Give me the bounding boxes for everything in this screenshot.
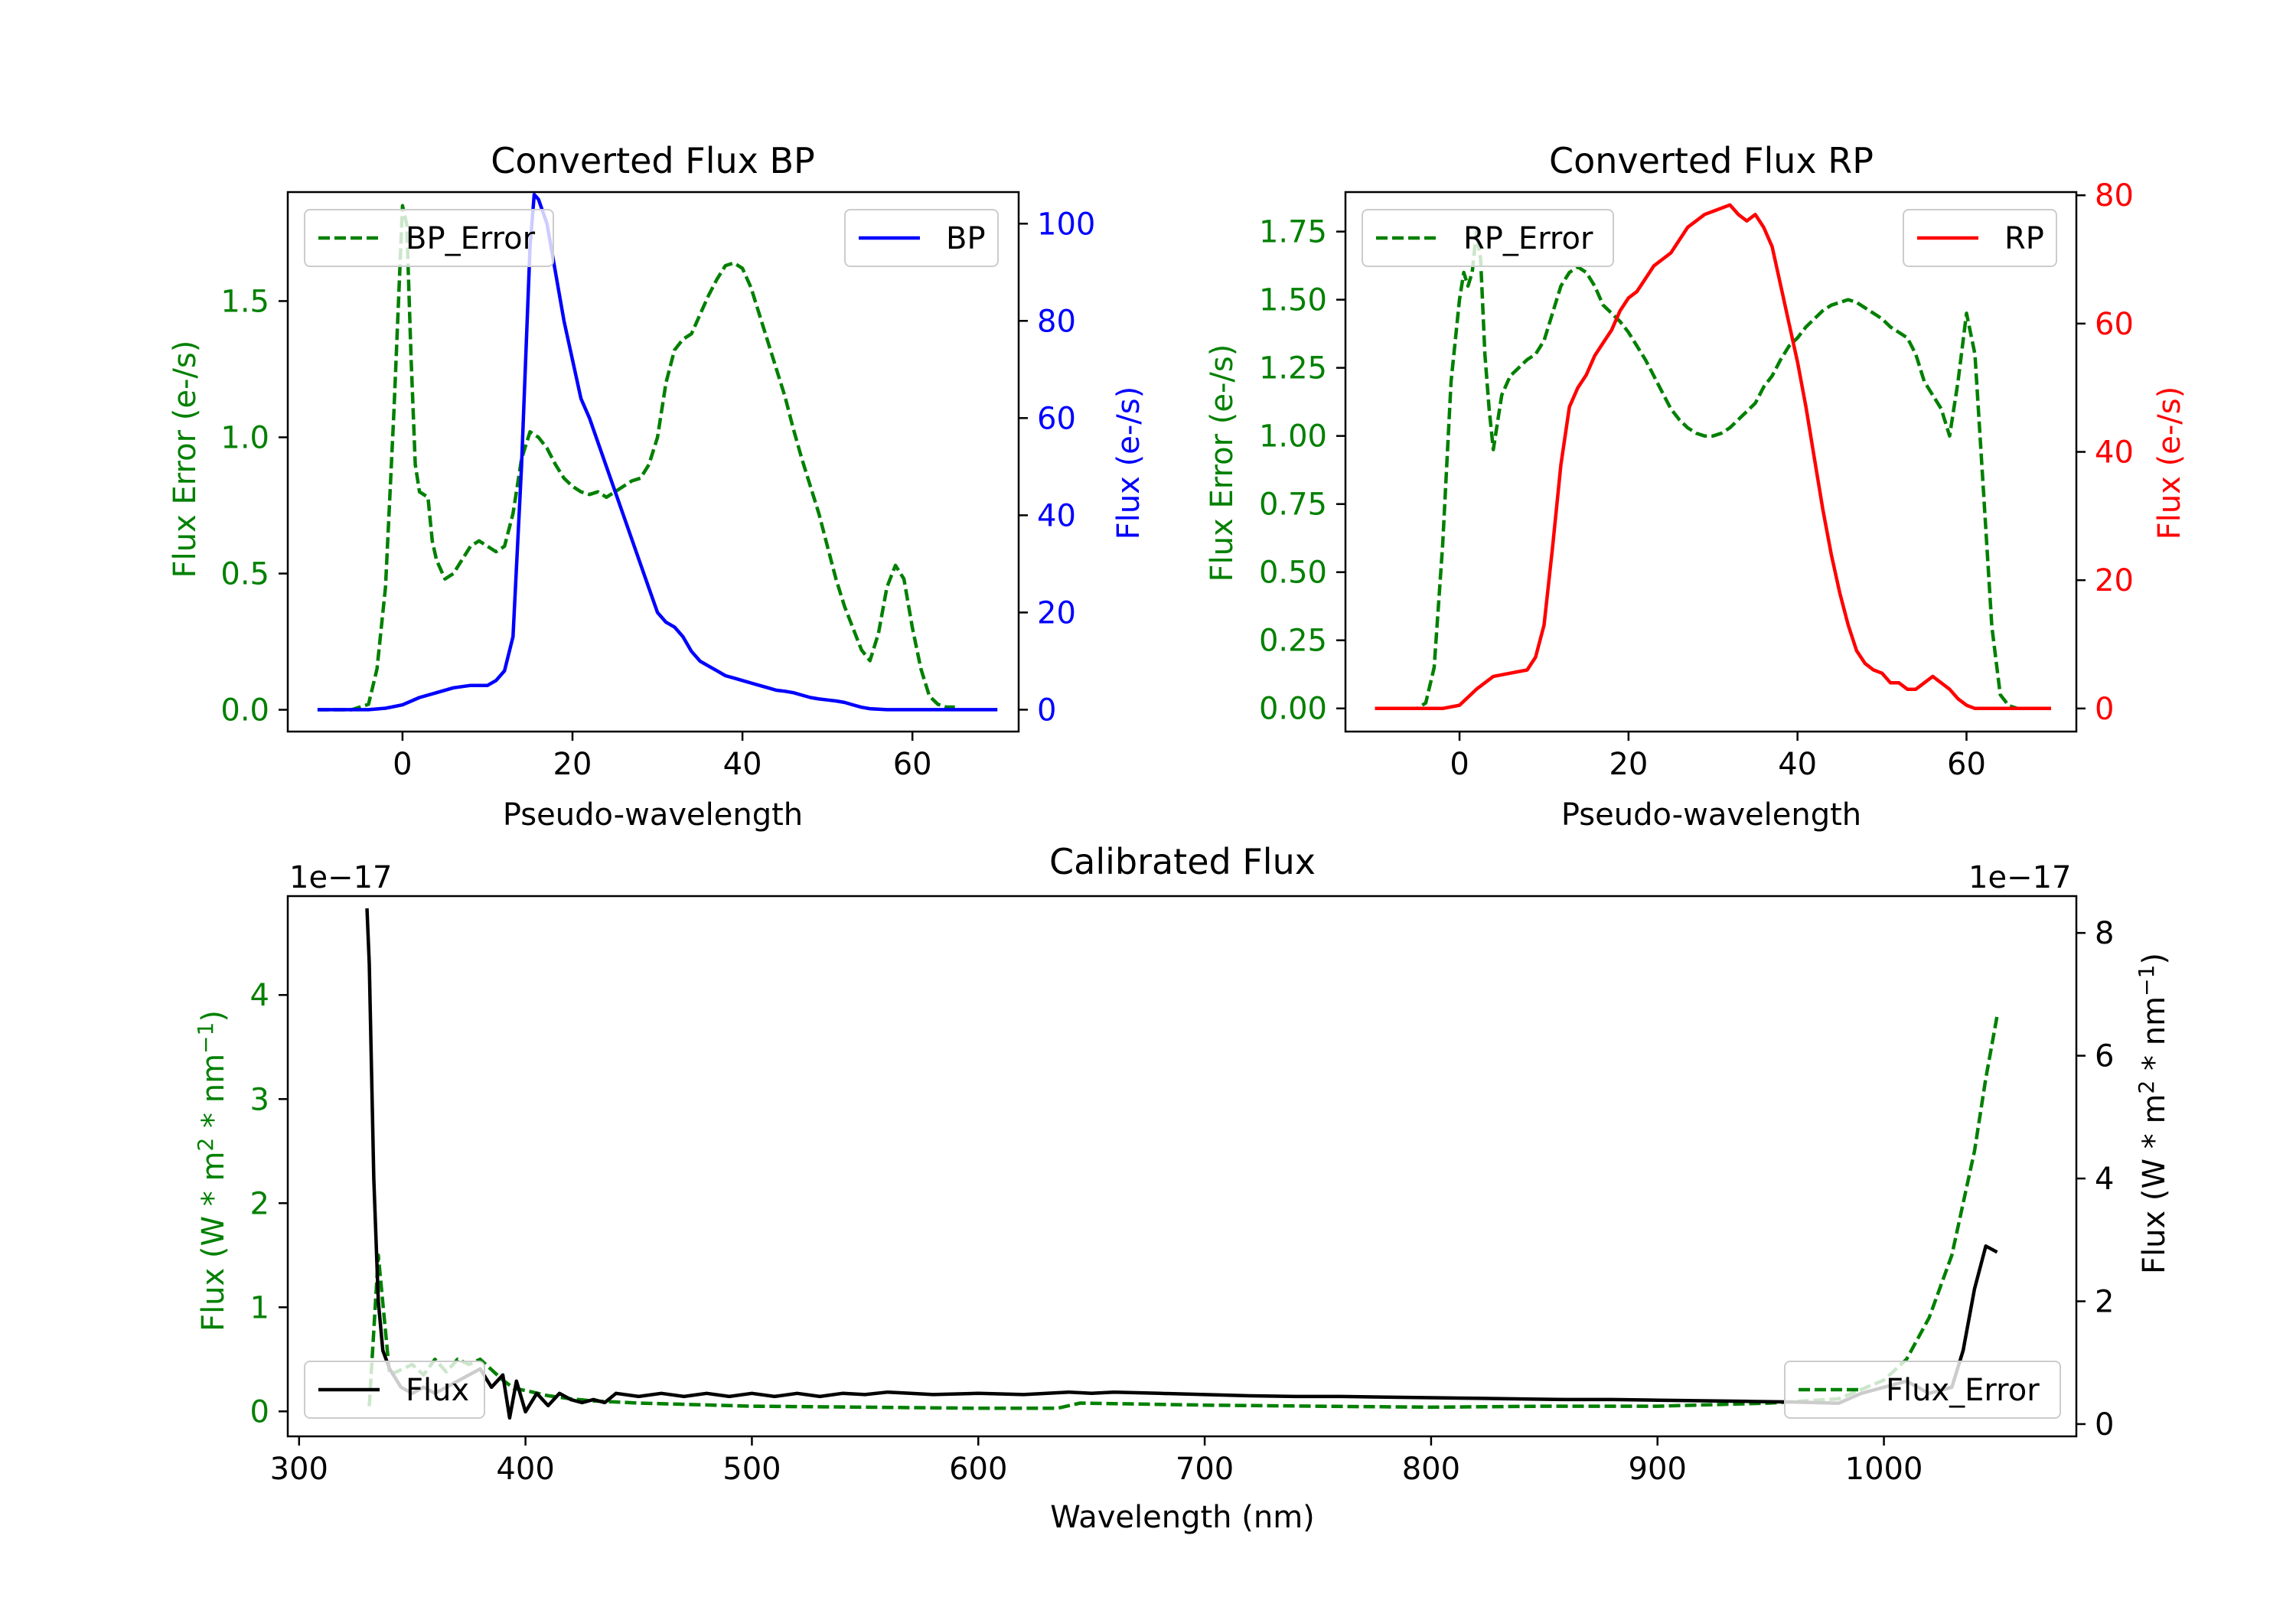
cal-title: Calibrated Flux — [1049, 841, 1316, 882]
cal-ytick-label: 4 — [250, 978, 269, 1013]
cal-y2tick-label: 8 — [2095, 916, 2114, 951]
bp-panel: Converted Flux BP 0 20 40 60 0.0 0.5 1.0 1.5 0 20… — [168, 140, 1146, 833]
cal-xtick-label: 900 — [1629, 1452, 1687, 1487]
cal-ylabel: Flux (W * m2 * nm−1) — [193, 1010, 231, 1332]
cal-legend-flux-error: Flux_Error — [1784, 1361, 2061, 1419]
bp-axes-frame — [286, 191, 1020, 733]
rp-xtick-label: 20 — [1609, 747, 1648, 782]
cal-xtick-label: 800 — [1402, 1452, 1460, 1487]
rp-plot: 0 20 40 60 0.00 0.25 0.50 0.75 1.00 1.25 1.50 1.75 0… — [1259, 178, 2134, 782]
bp-title: Converted Flux BP — [491, 140, 815, 181]
cal-ytick-label: 2 — [250, 1186, 269, 1221]
cal-offset-right: 1e−17 — [1968, 860, 2071, 895]
cal-y2tick-label: 0 — [2095, 1407, 2114, 1442]
bp-xtick-label: 20 — [553, 747, 592, 782]
cal-xtick-label: 600 — [949, 1452, 1007, 1487]
cal-y2label: Flux (W * m2 * nm−1) — [2134, 953, 2172, 1274]
bp-xtick-label: 40 — [723, 747, 762, 782]
bp-y2tick-label: 60 — [1037, 401, 1076, 436]
rp-xtick-label: 60 — [1947, 747, 1986, 782]
cal-xtick-label: 700 — [1176, 1452, 1234, 1487]
rp-ytick-label: 0.75 — [1259, 487, 1327, 523]
rp-title: Converted Flux RP — [1549, 140, 1874, 181]
cal-ytick-label: 0 — [250, 1394, 269, 1429]
cal-xtick-label: 500 — [722, 1452, 781, 1487]
cal-xtick-label: 300 — [270, 1452, 328, 1487]
bp-legend-label: BP_Error — [406, 221, 536, 256]
cal-axes-frame — [286, 895, 2078, 1438]
rp-y2label: Flux (e-/s) — [2152, 386, 2187, 539]
rp-y2tick-label: 0 — [2095, 692, 2114, 727]
bp-ytick-label: 0.5 — [220, 556, 269, 592]
bp-y2tick-label: 100 — [1037, 207, 1095, 242]
cal-panel: Calibrated Flux 1e−17 1e−17 300 400 500 600… — [193, 841, 2172, 1535]
rp-legend-label: RP_Error — [1463, 221, 1593, 256]
rp-series-rp-error-line — [1375, 230, 2051, 710]
rp-ytick-label: 0.25 — [1259, 624, 1327, 659]
bp-legend-label: BP — [946, 221, 986, 256]
cal-y2tick-label: 4 — [2095, 1162, 2114, 1197]
bp-y2tick-label: 40 — [1037, 498, 1076, 533]
bp-xtick-label: 0 — [393, 747, 412, 782]
cal-plot: 300 400 500 600 700 800 900 1000 0 1 2 3 4 0 2 4 6 8 Flux F… — [250, 895, 2114, 1487]
rp-y2tick-label: 60 — [2095, 307, 2134, 342]
rp-ytick-label: 1.75 — [1259, 215, 1327, 250]
rp-ylabel: Flux Error (e-/s) — [1205, 344, 1240, 582]
rp-legend-rp: RP — [1903, 209, 2057, 267]
bp-series-bp-line — [317, 192, 998, 712]
cal-offset-left: 1e−17 — [289, 860, 392, 895]
bp-series-bp-error-line — [317, 204, 955, 712]
bp-y2tick-label: 80 — [1037, 304, 1076, 339]
cal-ytick-label: 3 — [250, 1082, 269, 1117]
bp-legend-bp-error: BP_Error — [304, 209, 554, 267]
bp-ytick-label: 1.5 — [220, 284, 269, 319]
rp-legend-label: RP — [2004, 221, 2044, 256]
rp-y2tick-label: 80 — [2095, 178, 2134, 214]
rp-xtick-label: 0 — [1450, 747, 1469, 782]
cal-legend-label: Flux_Error — [1886, 1373, 2040, 1408]
rp-ytick-label: 0.50 — [1259, 556, 1327, 591]
cal-legend-label: Flux — [406, 1373, 469, 1408]
bp-y2tick-label: 0 — [1037, 693, 1056, 728]
bp-ytick-label: 0.0 — [220, 693, 269, 729]
bp-xlabel: Pseudo-wavelength — [503, 797, 803, 833]
rp-panel: Converted Flux RP 0 20 40 60 0.00 0.25 0.50 0.7… — [1205, 140, 2187, 833]
rp-ytick-label: 0.00 — [1259, 692, 1327, 727]
cal-ytick-label: 1 — [250, 1290, 269, 1325]
rp-y2tick-label: 40 — [2095, 435, 2134, 471]
rp-ytick-label: 1.25 — [1259, 351, 1327, 386]
rp-ytick-label: 1.00 — [1259, 419, 1327, 455]
rp-xlabel: Pseudo-wavelength — [1561, 797, 1861, 833]
cal-xtick-label: 1000 — [1845, 1452, 1923, 1487]
bp-ytick-label: 1.0 — [220, 420, 269, 455]
rp-series-rp-line — [1375, 203, 2051, 711]
bp-xtick-label: 60 — [893, 747, 932, 782]
bp-y2label: Flux (e-/s) — [1111, 386, 1146, 539]
rp-y2tick-label: 20 — [2095, 563, 2134, 598]
rp-xtick-label: 40 — [1778, 747, 1817, 782]
bp-y2tick-label: 20 — [1037, 595, 1076, 631]
bp-ylabel: Flux Error (e-/s) — [168, 341, 203, 579]
cal-xlabel: Wavelength (nm) — [1050, 1500, 1315, 1535]
rp-legend-rp-error: RP_Error — [1362, 209, 1614, 267]
cal-xtick-label: 400 — [496, 1452, 554, 1487]
bp-legend-bp: BP — [844, 209, 999, 267]
cal-y2tick-label: 2 — [2095, 1285, 2114, 1320]
bp-plot: 0 20 40 60 0.0 0.5 1.0 1.5 0 20 40 60 80 100 BP_Error B… — [220, 191, 1095, 782]
cal-y2tick-label: 6 — [2095, 1039, 2114, 1074]
cal-legend-flux: Flux — [304, 1361, 485, 1419]
rp-axes-frame — [1344, 191, 2078, 733]
rp-ytick-label: 1.50 — [1259, 283, 1327, 318]
